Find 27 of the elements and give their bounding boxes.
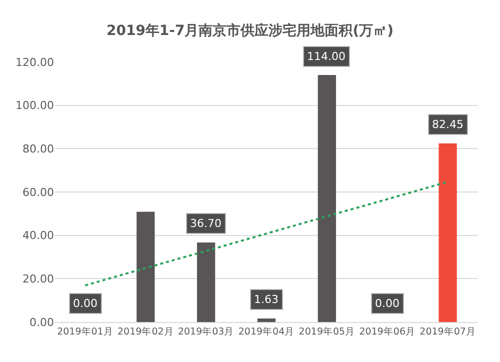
data-label: 114.00: [307, 50, 346, 63]
data-label: 0.00: [375, 297, 400, 310]
y-tick-label: 0.00: [30, 316, 54, 329]
bar: [257, 318, 276, 322]
y-tick-label: 80.00: [22, 142, 54, 156]
x-tick-label: 2019年07月: [420, 325, 476, 338]
y-tick-label: 120.00: [16, 56, 54, 69]
data-label: 1.63: [254, 293, 278, 306]
bar: [197, 242, 216, 322]
data-label: 82.45: [432, 118, 464, 131]
bar: [136, 212, 155, 322]
x-tick-label: 2019年04月: [238, 325, 295, 338]
data-label: 0.00: [73, 297, 98, 310]
bar: [318, 75, 336, 322]
x-tick-label: 2019年02月: [118, 325, 174, 338]
y-tick-label: 60.00: [22, 186, 54, 199]
bar: [438, 143, 457, 322]
x-tick-label: 2019年01月: [57, 325, 114, 338]
x-tick-label: 2019年03月: [178, 325, 234, 338]
chart-title: 2019年1-7月南京市供应涉宅用地面积(万㎡): [106, 22, 394, 40]
line-series: [84, 180, 449, 286]
x-tick-label: 2019年06月: [359, 325, 416, 338]
y-tick-label: 100.00: [16, 99, 54, 112]
data-label: 36.70: [190, 217, 222, 230]
x-tick-label: 2019年05月: [298, 325, 356, 338]
y-tick-label: 20.00: [22, 272, 54, 286]
y-tick-label: 40.00: [22, 229, 54, 242]
